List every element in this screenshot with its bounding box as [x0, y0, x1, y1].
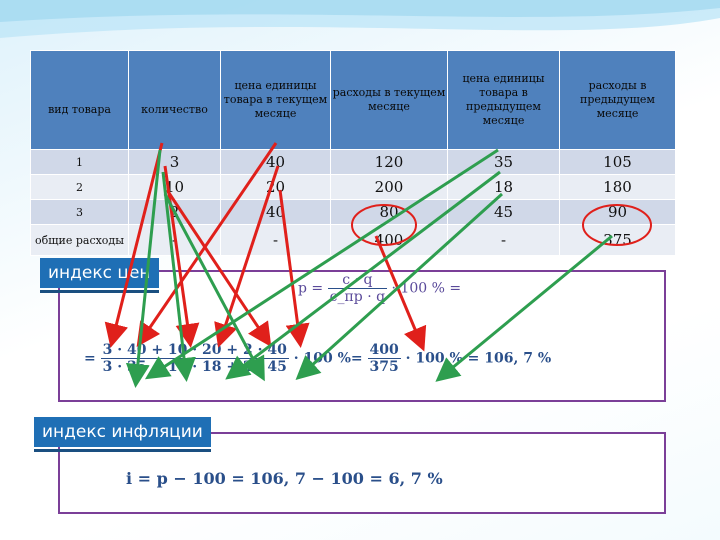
- fraction-numerator: 400: [367, 342, 401, 359]
- inflation-index-formula: i = p − 100 = 106, 7 − 100 = 6, 7 %: [126, 469, 443, 488]
- table-cell: 1: [30, 149, 129, 175]
- formula-lhs: p =: [298, 280, 324, 297]
- table-cell: 375: [559, 224, 676, 256]
- header-cell: количество: [128, 50, 221, 150]
- general-fraction: c · q c_пр · q: [327, 272, 388, 305]
- table-cell: 200: [330, 174, 448, 200]
- table-cell: 80: [330, 199, 448, 225]
- table-cell: 3: [30, 199, 129, 225]
- equals-sign: =: [84, 350, 96, 367]
- table-cell: -: [128, 224, 221, 256]
- formula-tail: · 100 % =: [391, 280, 462, 297]
- table-cell: 400: [330, 224, 448, 256]
- price-index-general-formula: p = c · q c_пр · q · 100 % =: [298, 272, 461, 305]
- table-cell: 105: [559, 149, 676, 175]
- price-index-label: индекс цен: [40, 258, 159, 293]
- table-cell: 10: [128, 174, 221, 200]
- table-row: 1 3 40 120 35 105: [30, 149, 676, 175]
- table-header-row: вид товара количество цена единицы товар…: [30, 50, 676, 150]
- expenses-table: вид товара количество цена единицы товар…: [30, 50, 676, 256]
- table-row: 2 10 20 200 18 180: [30, 174, 676, 200]
- table-cell: 40: [220, 199, 331, 225]
- table-cell: 120: [330, 149, 448, 175]
- fraction-denominator: c_пр · q: [329, 289, 386, 305]
- table-cell: 20: [220, 174, 331, 200]
- calculation-fraction: 3 · 40 + 10 · 20 + 2 · 40 3 · 35 + 10 · …: [100, 342, 289, 375]
- price-index-calculation: = 3 · 40 + 10 · 20 + 2 · 40 3 · 35 + 10 …: [84, 342, 551, 375]
- table-cell: 180: [559, 174, 676, 200]
- header-cell: расходы в текущем месяце: [330, 50, 448, 150]
- table-cell: 40: [220, 149, 331, 175]
- table-row: 3 2 40 80 45 90: [30, 199, 676, 225]
- header-cell: цена единицы товара в текущем месяце: [220, 50, 331, 150]
- inflation-index-label: индекс инфляции: [34, 417, 211, 452]
- table-cell: общие расходы: [30, 224, 129, 256]
- table-cell: 45: [447, 199, 560, 225]
- totals-fraction: 400 375: [367, 342, 401, 375]
- header-cell: вид товара: [30, 50, 129, 150]
- table-cell: 18: [447, 174, 560, 200]
- header-cell: цена единицы товара в предыдущем месяце: [447, 50, 560, 150]
- fraction-denominator: 375: [369, 359, 399, 375]
- table-cell: 90: [559, 199, 676, 225]
- fraction-denominator: 3 · 35 + 10 · 18 + 2 · 45: [102, 359, 287, 375]
- table-cell: 2: [128, 199, 221, 225]
- header-swoosh: [0, 0, 720, 38]
- table-cell: -: [220, 224, 331, 256]
- table-cell: -: [447, 224, 560, 256]
- formula-result: · 100 % = 106, 7 %: [405, 350, 552, 367]
- header-cell: расходы в предыдущем месяце: [559, 50, 676, 150]
- table-cell: 3: [128, 149, 221, 175]
- fraction-numerator: 3 · 40 + 10 · 20 + 2 · 40: [100, 342, 289, 359]
- table-cell: 2: [30, 174, 129, 200]
- table-cell: 35: [447, 149, 560, 175]
- fraction-numerator: c · q: [327, 272, 388, 289]
- table-row-total: общие расходы - - 400 - 375: [30, 224, 676, 256]
- formula-mid: · 100 %=: [293, 350, 363, 367]
